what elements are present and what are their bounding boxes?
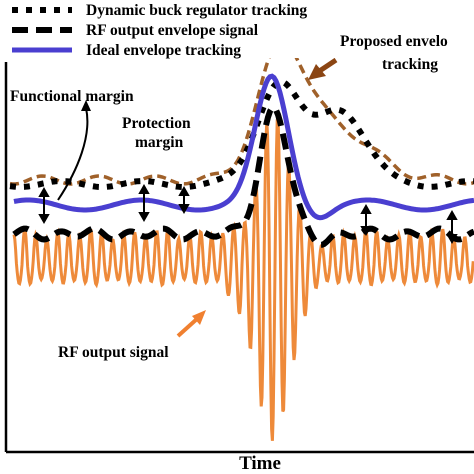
margin-arrow-4 — [360, 203, 372, 237]
margin-arrow-3 — [178, 185, 190, 215]
legend-label-envelope: RF output envelope signal — [86, 22, 259, 39]
protection-margin-label-line1: Protection — [122, 115, 191, 132]
legend-item-envelope: RF output envelope signal — [12, 22, 259, 39]
proposed-pointer — [308, 57, 338, 80]
functional-margin-label: Functional margin — [10, 88, 134, 105]
legend-item-buck: Dynamic buck regulator tracking — [12, 2, 307, 19]
ideal-envelope-tracking-curve — [13, 73, 474, 221]
margin-arrows — [38, 183, 458, 245]
x-axis-label: Time — [239, 453, 281, 474]
margin-arrow-2 — [138, 183, 150, 223]
proposed-label-line2: tracking — [382, 56, 438, 73]
legend-label-buck: Dynamic buck regulator tracking — [86, 2, 307, 19]
rf-output-signal-label: RF output signal — [58, 344, 169, 361]
protection-margin-label-line2: margin — [135, 134, 184, 151]
legend-item-ideal: Ideal envelope tracking — [12, 42, 241, 59]
legend-label-ideal: Ideal envelope tracking — [86, 42, 241, 59]
margin-arrow-1 — [38, 186, 50, 225]
functional-margin-pointer — [57, 100, 91, 201]
rf-signal-pointer — [176, 310, 206, 338]
legend: Dynamic buck regulator tracking RF outpu… — [0, 0, 335, 59]
signal-curves — [9, 37, 474, 441]
dynamic-buck-regulator-curve — [9, 78, 474, 190]
proposed-envelope-tracking-curve — [9, 37, 474, 186]
rf-output-envelope-curve — [12, 104, 474, 248]
proposed-label-line1: Proposed envelo — [340, 33, 448, 50]
margin-arrow-5 — [446, 209, 458, 245]
